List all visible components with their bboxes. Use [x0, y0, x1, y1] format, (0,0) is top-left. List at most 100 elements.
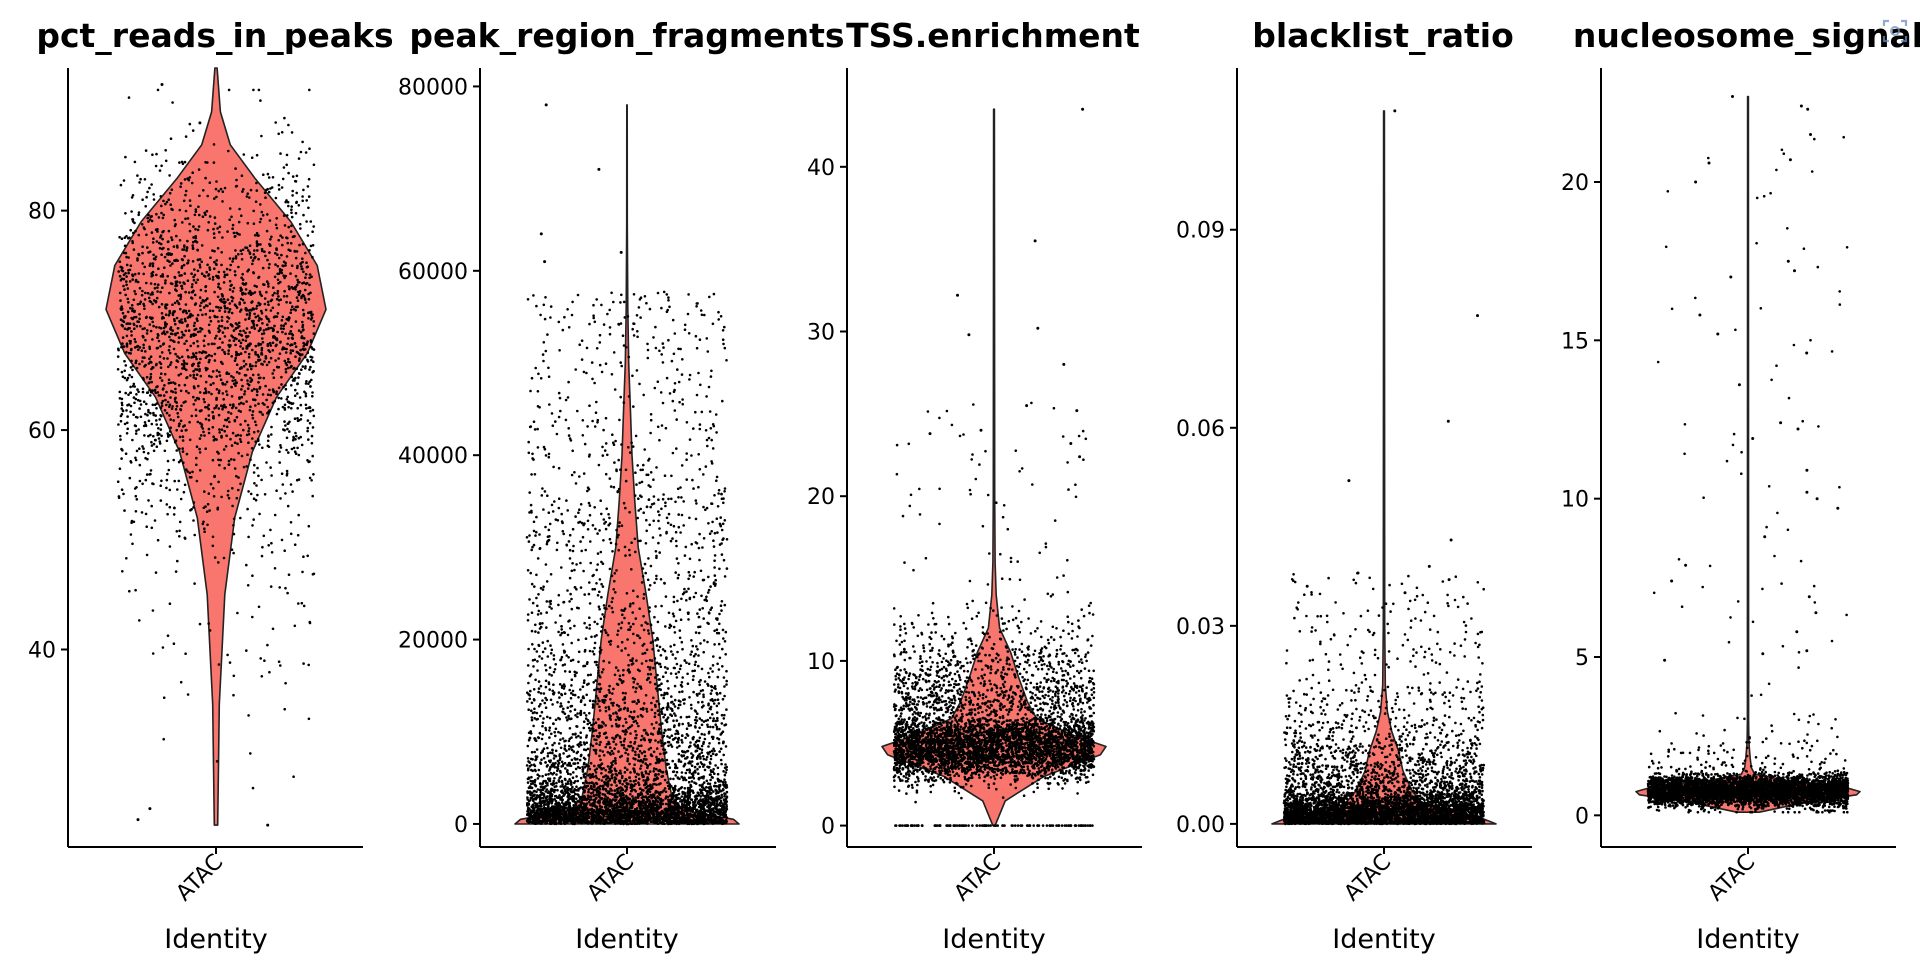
data-point — [678, 690, 681, 694]
data-point — [288, 287, 291, 291]
data-point — [215, 369, 219, 372]
data-point — [196, 269, 200, 273]
data-point — [697, 654, 700, 657]
data-point — [213, 222, 217, 225]
data-point — [289, 330, 293, 333]
data-point — [673, 705, 677, 708]
data-point — [723, 490, 726, 493]
data-point — [664, 671, 668, 674]
data-point — [294, 345, 298, 349]
data-point — [290, 131, 294, 134]
data-point — [258, 303, 262, 307]
data-point — [230, 215, 233, 219]
data-point — [312, 163, 316, 167]
data-point — [260, 362, 263, 366]
data-point — [175, 359, 179, 362]
data-point — [671, 612, 675, 615]
data-point — [211, 370, 215, 373]
data-point — [273, 275, 277, 279]
data-point — [140, 223, 144, 226]
data-point — [164, 306, 168, 310]
data-point — [194, 240, 198, 243]
data-point — [698, 747, 702, 751]
data-point — [305, 342, 309, 345]
data-point — [228, 288, 232, 291]
data-point — [260, 554, 264, 558]
data-point — [543, 701, 547, 705]
data-point — [241, 282, 245, 285]
data-point — [594, 752, 598, 755]
data-point — [596, 622, 599, 626]
data-point — [648, 681, 652, 684]
data-point — [260, 294, 264, 298]
data-point — [718, 656, 722, 660]
data-point — [235, 354, 238, 357]
data-point — [293, 394, 297, 398]
data-point — [185, 468, 188, 471]
data-point — [185, 246, 189, 249]
data-point — [631, 700, 634, 704]
data-point — [545, 580, 549, 583]
data-point — [231, 379, 234, 383]
data-point — [573, 568, 576, 572]
data-point — [596, 702, 599, 706]
data-point — [673, 684, 677, 688]
data-point — [151, 262, 155, 265]
data-point — [159, 290, 162, 294]
data-point — [294, 211, 298, 215]
data-point — [226, 489, 230, 493]
data-point — [557, 506, 561, 510]
data-point — [533, 585, 536, 588]
data-point — [295, 174, 299, 178]
data-point — [628, 604, 632, 608]
data-point — [277, 299, 281, 302]
data-point — [124, 272, 127, 275]
data-point — [287, 357, 290, 361]
data-point — [681, 690, 684, 693]
data-point — [721, 697, 725, 701]
data-point — [591, 377, 594, 381]
data-point — [300, 443, 304, 447]
data-point — [263, 302, 267, 306]
data-point — [538, 655, 541, 658]
data-point — [265, 363, 269, 367]
data-point — [147, 419, 151, 423]
data-point — [256, 437, 260, 441]
data-point — [306, 419, 310, 422]
data-point — [267, 360, 271, 364]
data-point — [180, 318, 183, 321]
data-point — [655, 556, 658, 560]
data-point — [273, 399, 277, 403]
data-point — [304, 394, 308, 398]
data-point — [246, 387, 250, 390]
data-point — [151, 338, 154, 341]
data-point — [126, 415, 129, 418]
data-point — [593, 425, 597, 428]
data-point — [191, 260, 195, 263]
data-point — [285, 255, 289, 258]
data-point — [147, 499, 150, 502]
data-point — [722, 537, 725, 540]
data-point — [218, 463, 221, 467]
data-point — [260, 249, 264, 253]
data-point — [251, 574, 254, 577]
data-point — [702, 617, 705, 620]
data-point — [168, 414, 171, 417]
data-point — [182, 401, 185, 404]
data-point — [195, 479, 199, 483]
data-point — [203, 434, 206, 437]
data-point — [246, 507, 249, 511]
data-point — [131, 438, 134, 442]
data-point — [150, 526, 154, 530]
data-point — [267, 544, 271, 547]
data-point — [207, 391, 211, 394]
data-point — [613, 579, 616, 583]
data-point — [136, 416, 139, 419]
data-point — [131, 309, 134, 313]
data-point — [310, 434, 314, 438]
data-point — [133, 401, 136, 405]
data-point — [190, 475, 193, 479]
data-point — [263, 250, 266, 253]
data-point — [263, 360, 266, 363]
data-point — [186, 261, 190, 265]
